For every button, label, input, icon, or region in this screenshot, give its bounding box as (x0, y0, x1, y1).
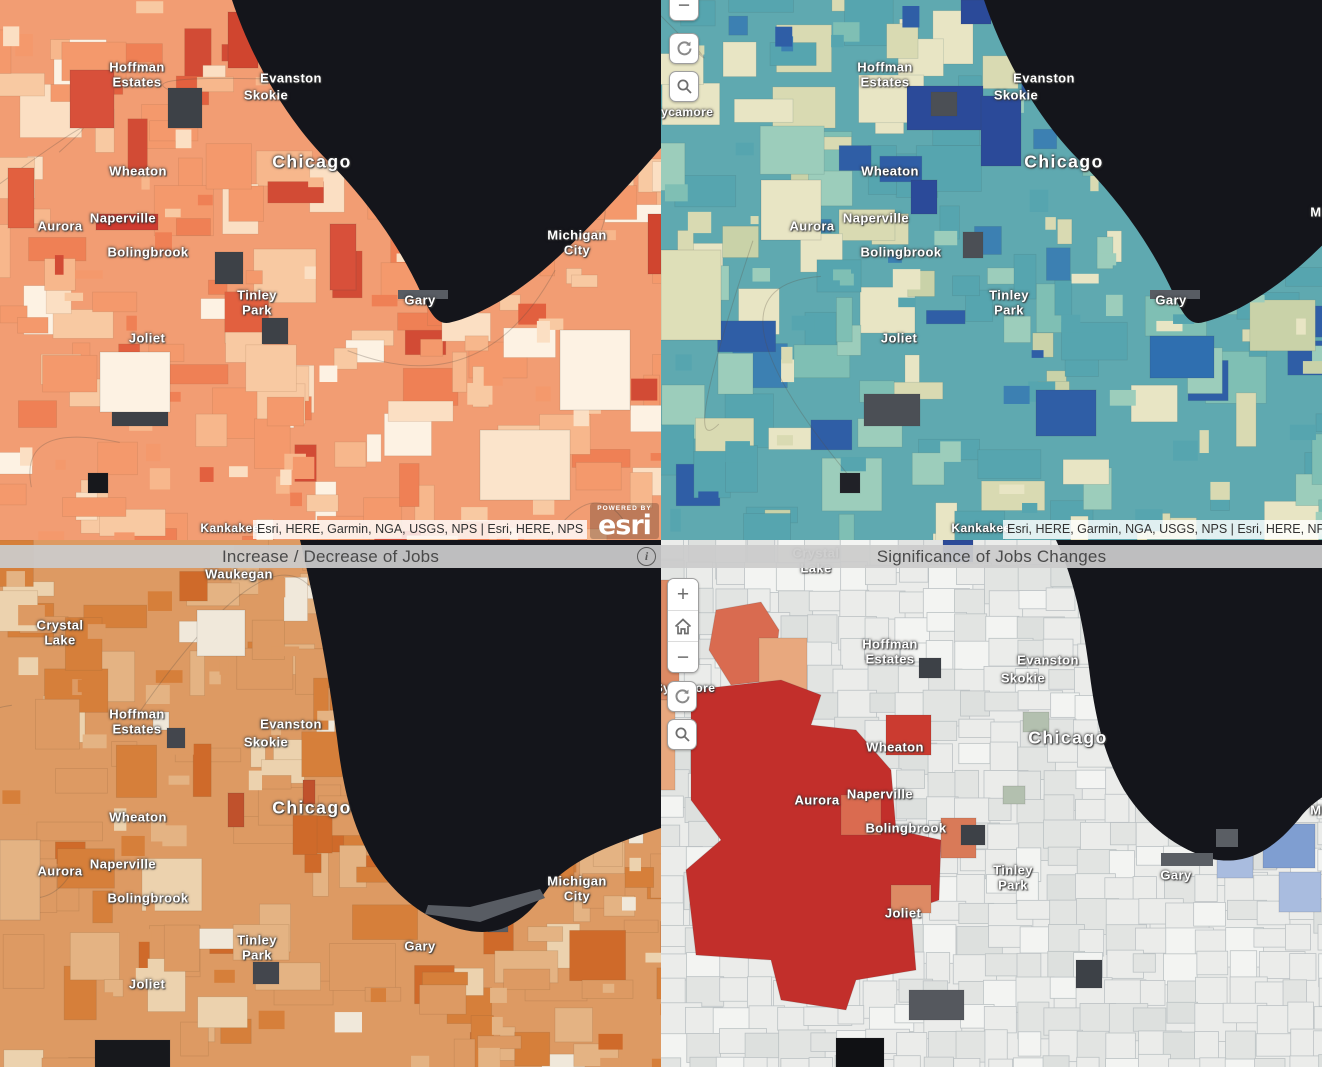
zoom-in-button[interactable]: + (668, 579, 698, 610)
map-panel-bottom-right[interactable]: Significance of Jobs Changes + − (661, 540, 1322, 1067)
zoom-out-button[interactable]: − (669, 0, 699, 21)
esri-wordmark: esri (597, 510, 652, 540)
lake-michigan (300, 540, 661, 932)
plus-icon: + (676, 583, 690, 606)
powered-by-label: POWERED BY (597, 505, 652, 512)
map-canvas (0, 0, 661, 540)
info-icon[interactable]: i (637, 547, 656, 566)
home-button[interactable] (668, 610, 698, 641)
map-canvas (0, 540, 661, 1067)
minus-icon: − (677, 0, 691, 17)
attribution-bar: Esri, HERE, Garmin, NGA, USGS, NPS | Esr… (1003, 520, 1322, 539)
map-controls: − (669, 0, 699, 102)
map-panel-top-right[interactable]: − Esri, HERE, Garmin, NGA, USGS, NPS | E… (661, 0, 1322, 540)
attribution-text: Esri, HERE, Garmin, NGA, USGS, NPS | Esr… (253, 520, 588, 539)
map-controls: + − (667, 578, 699, 750)
lake-michigan (1056, 540, 1322, 861)
attribution-text: Esri, HERE, Garmin, NGA, USGS, NPS | Esr… (1003, 520, 1322, 539)
right-map-titlebar: Significance of Jobs Changes (661, 545, 1322, 568)
zoom-control-group: + − (667, 578, 699, 673)
left-map-title: Increase / Decrease of Jobs (221, 546, 440, 566)
map-panel-bottom-left[interactable]: Increase / Decrease of Jobs i Waukegan Cr… (0, 540, 661, 1067)
home-icon (674, 617, 692, 634)
map-canvas (661, 0, 1322, 540)
refresh-button[interactable] (667, 681, 697, 712)
refresh-icon (677, 41, 691, 56)
lake-michigan (984, 0, 1322, 323)
search-button[interactable] (669, 71, 699, 102)
minus-icon: − (676, 645, 690, 669)
map-panel-top-left[interactable]: Esri, HERE, Garmin, NGA, USGS, NPS | Esr… (0, 0, 661, 540)
map-canvas (661, 540, 1322, 1067)
left-map-titlebar: Increase / Decrease of Jobs i (0, 545, 661, 568)
search-icon (677, 79, 692, 94)
esri-logo: POWERED BY esri (590, 503, 659, 540)
right-map-title: Significance of Jobs Changes (876, 546, 1107, 566)
search-button[interactable] (667, 719, 697, 750)
zoom-out-button[interactable]: − (668, 641, 698, 672)
refresh-button[interactable] (669, 33, 699, 64)
search-icon (675, 727, 690, 742)
attribution-bar: Esri, HERE, Garmin, NGA, USGS, NPS | Esr… (253, 503, 659, 539)
lake-michigan (232, 0, 661, 323)
refresh-icon (675, 689, 689, 704)
